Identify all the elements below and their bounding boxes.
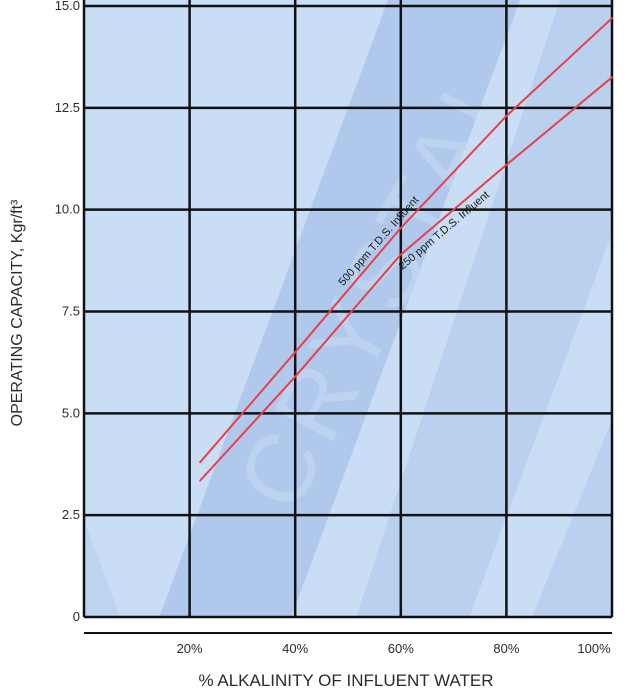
y-tick-label: 15.0: [55, 0, 80, 13]
x-axis-title: % ALKALINITY OF INFLUENT WATER: [198, 671, 493, 690]
x-tick-labels: 20% 40% 60% 80% 100%: [177, 641, 611, 656]
x-tick-label: 80%: [493, 641, 519, 656]
y-tick-label: 12.5: [55, 100, 80, 115]
y-axis-title: OPERATING CAPACITY, Kgr/ft³: [9, 199, 26, 426]
y-tick-label: 2.5: [62, 507, 80, 522]
watermark-band: [158, 0, 520, 618]
grid: [82, 0, 614, 619]
x-tick-label: 100%: [577, 641, 611, 656]
series-line-1: [199, 76, 613, 482]
watermark-band: [531, 419, 612, 618]
y-tick-label: 10.0: [55, 202, 80, 217]
series-line-0: [199, 17, 613, 464]
y-tick-label: 0: [73, 609, 80, 624]
y-tick-labels: 0 2.5 5.0 7.5 10.0 12.5 15.0: [55, 0, 80, 624]
series-group: [199, 17, 613, 482]
x-tick-label: 20%: [177, 641, 203, 656]
watermark-band: [84, 250, 121, 618]
y-tick-label: 5.0: [62, 405, 80, 420]
x-tick-label: 40%: [282, 641, 308, 656]
x-tick-label: 60%: [388, 641, 414, 656]
y-tick-label: 7.5: [62, 304, 80, 319]
watermark-band: [355, 0, 612, 618]
